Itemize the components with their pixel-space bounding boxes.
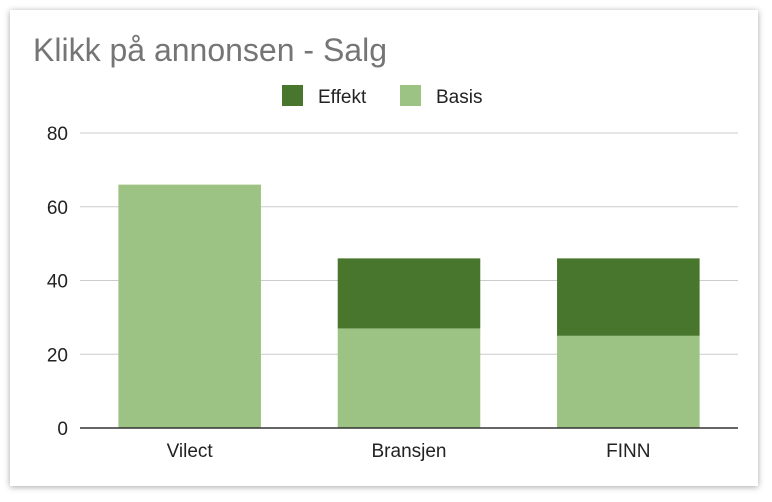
bar-chart: 0 20 40 60 80 Vilect Bransjen FINN Effekt Basis	[47, 85, 738, 462]
x-tick-label: FINN	[606, 441, 650, 462]
y-tick-label: 0	[57, 419, 68, 440]
x-tick-label: Bransjen	[372, 441, 447, 462]
bar-basis-finn	[557, 335, 700, 428]
y-tick-label: 20	[47, 345, 68, 366]
bar-effekt-finn	[557, 258, 700, 336]
legend-swatch-basis	[400, 85, 421, 106]
y-tick-labels: 0 20 40 60 80	[47, 124, 68, 440]
bar-basis-vilect	[118, 184, 261, 428]
x-tick-label: Vilect	[167, 441, 214, 462]
bar-basis-bransjen	[337, 328, 481, 428]
legend-swatch-effekt	[282, 85, 303, 106]
bar-effekt-bransjen	[337, 258, 481, 329]
legend-label-basis: Basis	[436, 87, 482, 108]
y-tick-label: 60	[47, 198, 68, 219]
legend-label-effekt: Effekt	[318, 87, 367, 108]
legend: Effekt Basis	[282, 85, 482, 108]
x-tick-labels: Vilect Bransjen FINN	[167, 441, 651, 462]
chart-title: Klikk på annonsen - Salg	[33, 32, 387, 68]
bars	[118, 184, 700, 428]
y-tick-label: 40	[47, 272, 68, 293]
y-tick-label: 80	[47, 124, 68, 145]
chart-card: Klikk på annonsen - Salg 0 20 40 60 80 Vilec…	[10, 10, 758, 486]
